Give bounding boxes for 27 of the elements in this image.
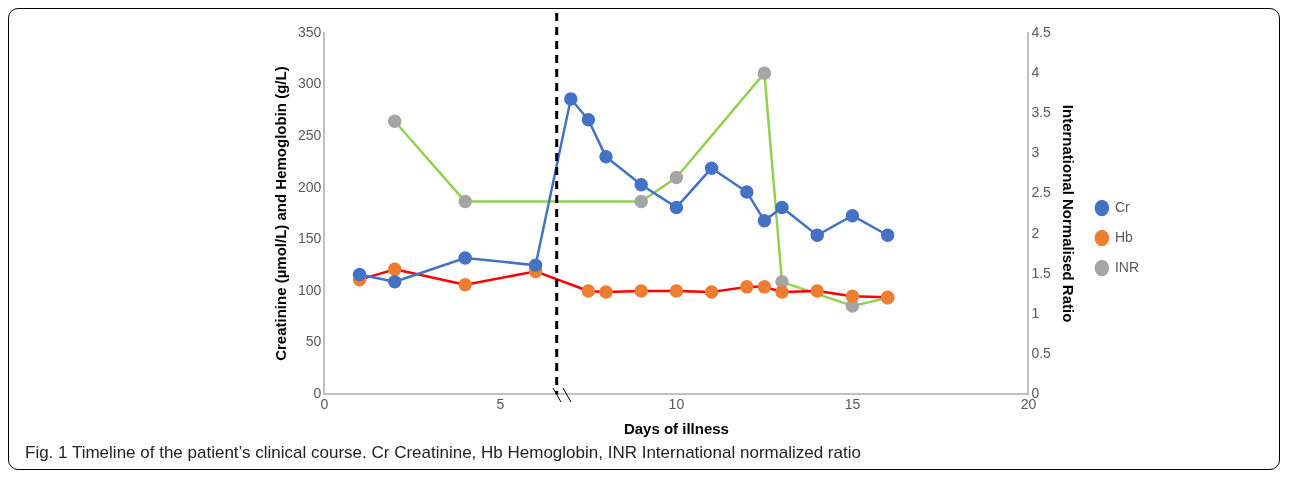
y-tick-label: 0	[313, 385, 322, 402]
y-tick-label: 150	[298, 230, 322, 247]
y2-tick-label: 3.5	[1031, 104, 1052, 121]
legend-label: INR	[1114, 258, 1140, 275]
y2-tick-label: 1	[1031, 304, 1040, 321]
legend-label: Cr	[1114, 198, 1130, 215]
y-tick-label: 300	[298, 75, 322, 92]
y2-tick-label: 2.5	[1031, 184, 1052, 201]
y2-tick-label: 4	[1031, 63, 1040, 80]
y-axis-title: Creatinine (µmol/L) and Hemoglobin (g/L)	[272, 66, 290, 361]
y-tick-label: 200	[298, 178, 322, 195]
x-tick-label: 5	[496, 396, 505, 413]
y-tick-label: 250	[298, 127, 322, 144]
y2-tick-label: 0.5	[1031, 344, 1052, 361]
y2-tick-label: 4.5	[1031, 23, 1052, 40]
y2-tick-label: 1.5	[1031, 264, 1052, 281]
y-tick-label: 50	[305, 333, 322, 350]
caption: Fig. 1 Timeline of the patient’s clinical course. Cr Creatinine, Hb Hemoglobin, INR International normalized ratio	[24, 443, 862, 463]
legend-label: Hb	[1114, 228, 1133, 245]
y-tick-label: 100	[298, 281, 322, 298]
y2-axis-title: International Normalised Ratio	[1059, 104, 1077, 323]
y2-tick-label: 3	[1031, 144, 1040, 161]
x-axis-title: Days of illness	[623, 420, 729, 438]
x-tick-label: 15	[844, 396, 861, 413]
y-tick-label: 350	[298, 23, 322, 40]
x-tick-label: 10	[668, 396, 685, 413]
y2-tick-label: 2	[1031, 224, 1040, 241]
